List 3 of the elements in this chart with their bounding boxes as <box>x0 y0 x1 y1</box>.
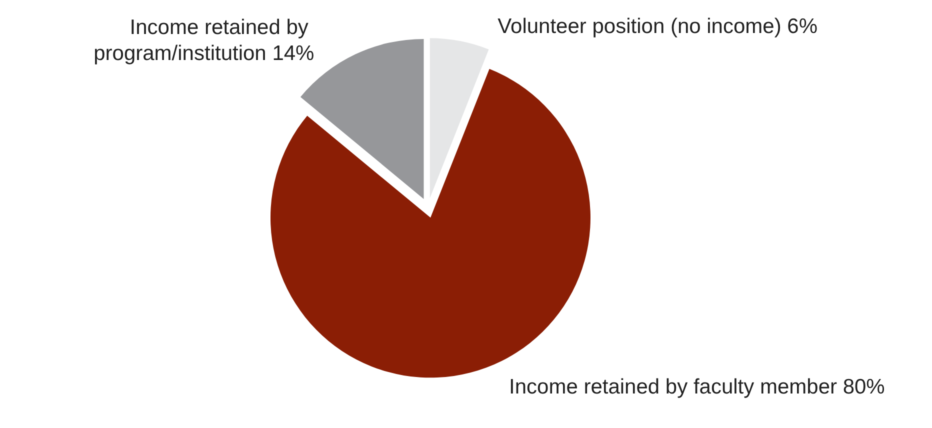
slice-label: Income retained by program/institution 14% <box>94 16 314 66</box>
slice-label: Income retained by faculty member 80% <box>509 376 885 399</box>
slice-label: Volunteer position (no income) 6% <box>498 14 818 38</box>
